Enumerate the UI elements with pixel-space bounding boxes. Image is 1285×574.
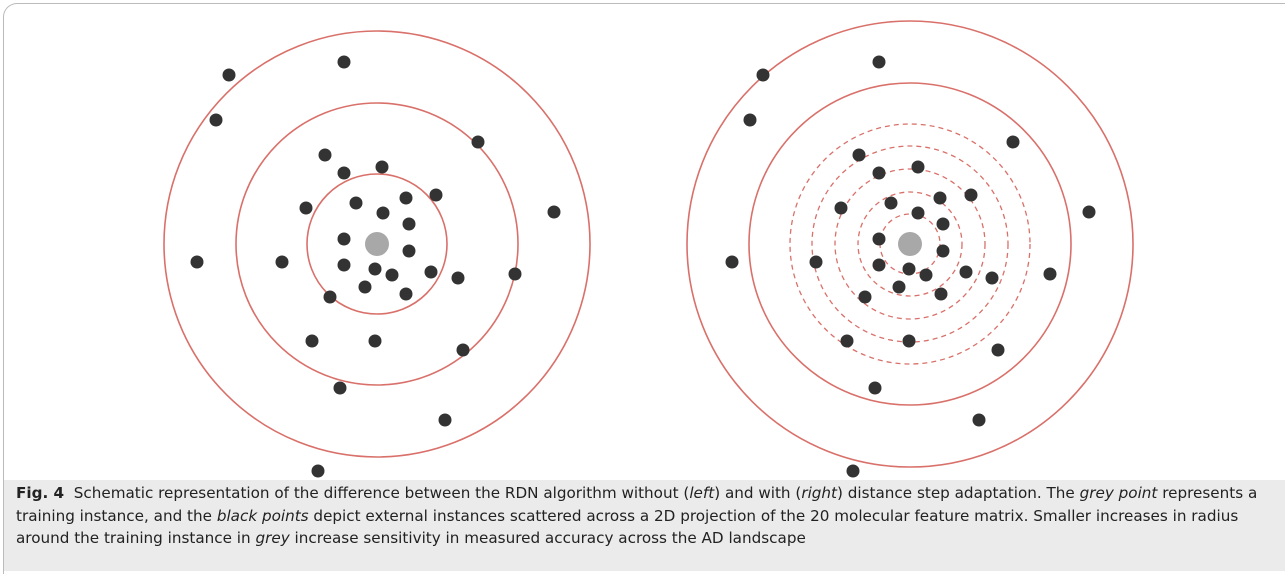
training-point: [898, 232, 922, 256]
external-point: [852, 148, 866, 162]
external-point: [936, 244, 950, 258]
external-point: [846, 464, 860, 478]
external-point: [1082, 205, 1096, 219]
external-point: [368, 334, 382, 348]
external-point: [972, 413, 986, 427]
external-point: [892, 280, 906, 294]
external-point: [299, 201, 313, 215]
external-point: [337, 232, 351, 246]
caption-text: increase sensitivity in measured accurac…: [289, 529, 806, 547]
outer-ring: [686, 20, 1134, 468]
external-point: [1006, 135, 1020, 149]
external-point: [333, 381, 347, 395]
external-point: [376, 206, 390, 220]
external-point: [451, 271, 465, 285]
external-point: [275, 255, 289, 269]
external-point: [399, 287, 413, 301]
external-point: [547, 205, 561, 219]
external-point: [872, 166, 886, 180]
figure-frame: [3, 3, 1285, 574]
external-point: [902, 262, 916, 276]
external-point: [743, 113, 757, 127]
caption-emphasis: grey: [255, 529, 290, 547]
external-point: [368, 262, 382, 276]
external-point: [209, 113, 223, 127]
external-point: [424, 265, 438, 279]
external-point: [190, 255, 204, 269]
external-point: [358, 280, 372, 294]
external-point: [934, 287, 948, 301]
external-point: [991, 343, 1005, 357]
caption-text: depict external instances scattered acro…: [16, 506, 1239, 548]
middle-ring: [235, 102, 519, 386]
external-point: [872, 232, 886, 246]
step-ring: [834, 168, 986, 320]
external-point: [936, 217, 950, 231]
inner-ring: [306, 173, 448, 315]
external-point: [933, 191, 947, 205]
caption-text: represents a training instance, and the: [16, 484, 1258, 525]
external-point: [756, 68, 770, 82]
external-point: [985, 271, 999, 285]
training-point: [365, 232, 389, 256]
caption-emphasis: right: [801, 484, 838, 502]
external-point: [337, 55, 351, 69]
external-point: [399, 191, 413, 205]
caption-label: Fig. 4: [16, 484, 65, 502]
caption-text: Schematic representation of the differen…: [73, 484, 690, 502]
external-point: [840, 334, 854, 348]
caption-emphasis: grey point: [1079, 484, 1158, 502]
external-point: [725, 255, 739, 269]
external-point: [911, 160, 925, 174]
external-point: [385, 268, 399, 282]
step-ring: [857, 191, 963, 297]
diagram: [163, 20, 1134, 478]
external-point: [959, 265, 973, 279]
external-point: [323, 290, 337, 304]
caption-text: ) and with (: [714, 484, 802, 502]
caption-text: ) distance step adaptation. The: [837, 484, 1080, 502]
external-point: [337, 166, 351, 180]
external-point: [872, 258, 886, 272]
outer-ring: [163, 30, 591, 458]
caption-emphasis: black points: [216, 506, 309, 525]
caption-emphasis: left: [689, 484, 715, 502]
middle-ring: [748, 82, 1072, 406]
external-point: [834, 201, 848, 215]
external-point: [429, 188, 443, 202]
external-point: [375, 160, 389, 174]
external-point: [902, 334, 916, 348]
external-point: [305, 334, 319, 348]
caption: Fig. 4 Schematic representation of the d…: [4, 480, 1285, 571]
external-point: [438, 413, 452, 427]
step-ring: [789, 123, 1031, 365]
external-point: [872, 55, 886, 69]
external-point: [809, 255, 823, 269]
external-point: [868, 381, 882, 395]
external-point: [858, 290, 872, 304]
external-point: [456, 343, 470, 357]
external-point: [311, 464, 325, 478]
external-point: [911, 206, 925, 220]
external-point: [964, 188, 978, 202]
external-point: [919, 268, 933, 282]
external-point: [337, 258, 351, 272]
external-point: [1043, 267, 1057, 281]
external-point: [222, 68, 236, 82]
external-point: [508, 267, 522, 281]
rings: [163, 20, 1134, 468]
external-point: [402, 244, 416, 258]
external-point: [318, 148, 332, 162]
external-point: [471, 135, 485, 149]
external-point: [884, 196, 898, 210]
external-points: [190, 55, 1096, 478]
external-point: [349, 196, 363, 210]
external-point: [402, 217, 416, 231]
